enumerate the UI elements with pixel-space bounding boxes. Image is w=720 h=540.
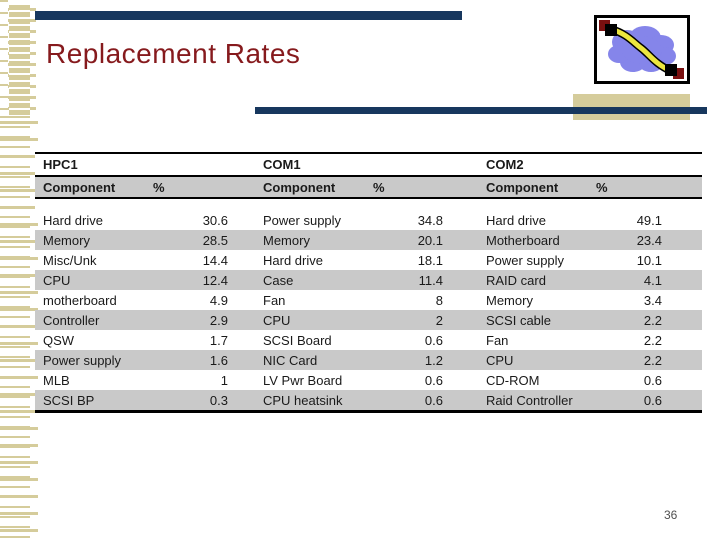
table-row: motherboard 4.9 Fan 8 Memory 3.4	[35, 290, 702, 310]
table-row: MLB 1 LV Pwr Board 0.6 CD-ROM 0.6	[35, 370, 702, 390]
component-cell: CD-ROM	[486, 372, 540, 388]
component-header: Component	[486, 179, 559, 195]
value-cell: 0.6	[424, 392, 443, 408]
component-cell: Memory	[486, 292, 533, 308]
component-cell: Power supply	[486, 252, 565, 268]
cloud-network-icon	[599, 20, 684, 79]
component-cell: CPU heatsink	[263, 392, 343, 408]
value-cell: 0.6	[643, 392, 662, 408]
value-cell: 28.5	[202, 232, 228, 248]
value-cell: 1.7	[209, 332, 228, 348]
table-name-com1: COM1	[263, 157, 301, 172]
value-cell: 2	[435, 312, 443, 328]
table-body-divider	[35, 197, 702, 199]
value-cell: 49.1	[636, 212, 662, 228]
table-row: CPU 12.4 Case 11.4 RAID card 4.1	[35, 270, 702, 290]
component-header: Component	[263, 179, 336, 195]
table-column-headers-row: Component % Component % Component %	[35, 177, 702, 197]
value-cell: 2.2	[643, 332, 662, 348]
table-row: Hard drive 30.6 Power supply 34.8 Hard d…	[35, 210, 702, 230]
table-name-com2: COM2	[486, 157, 524, 172]
value-cell: 1.6	[209, 352, 228, 368]
component-cell: SCSI Board	[263, 332, 332, 348]
component-cell: CPU	[263, 312, 291, 328]
value-cell: 10.1	[636, 252, 662, 268]
table-row: Memory 28.5 Memory 20.1 Motherboard 23.4	[35, 230, 702, 250]
component-cell: Memory	[43, 232, 90, 248]
percent-header: %	[373, 179, 385, 195]
left-stripe-decoration	[0, 0, 38, 540]
component-cell: Hard drive	[486, 212, 546, 228]
table-bottom-border	[35, 410, 702, 413]
value-cell: 0.3	[209, 392, 228, 408]
component-cell: Case	[263, 272, 294, 288]
table-top-border	[35, 152, 702, 154]
value-cell: 2.2	[643, 312, 662, 328]
table-spacer	[35, 199, 702, 210]
value-cell: 4.9	[209, 292, 228, 308]
value-cell: 14.4	[202, 252, 228, 268]
value-cell: 20.1	[417, 232, 443, 248]
value-cell: 34.8	[417, 212, 443, 228]
table-header-divider	[35, 175, 702, 177]
component-cell: MLB	[43, 372, 70, 388]
value-cell: 1.2	[424, 352, 443, 368]
component-cell: RAID card	[486, 272, 546, 288]
page-number: 36	[664, 508, 678, 522]
page-title: Replacement Rates	[46, 38, 301, 69]
value-cell: 2.9	[209, 312, 228, 328]
value-cell: 1	[220, 372, 228, 388]
component-cell: Hard drive	[263, 252, 323, 268]
mid-accent-bar	[255, 107, 707, 114]
table-row: Controller 2.9 CPU 2 SCSI cable 2.2	[35, 310, 702, 330]
component-cell: Hard drive	[43, 212, 103, 228]
component-cell: Controller	[43, 312, 100, 328]
cloud-network-logo-icon	[594, 15, 690, 84]
component-cell: Misc/Unk	[43, 252, 97, 268]
percent-header: %	[153, 179, 165, 195]
percent-header: %	[596, 179, 608, 195]
component-cell: Power supply	[263, 212, 342, 228]
table-row: Power supply 1.6 NIC Card 1.2 CPU 2.2	[35, 350, 702, 370]
component-cell: Memory	[263, 232, 310, 248]
value-cell: 8	[435, 292, 443, 308]
value-cell: 4.1	[643, 272, 662, 288]
component-cell: motherboard	[43, 292, 117, 308]
table-row: Misc/Unk 14.4 Hard drive 18.1 Power supp…	[35, 250, 702, 270]
column-headers-com1: Component %	[263, 180, 443, 195]
table-row: SCSI BP 0.3 CPU heatsink 0.6 Raid Contro…	[35, 390, 702, 410]
table-body: Hard drive 30.6 Power supply 34.8 Hard d…	[35, 210, 702, 410]
value-cell: 0.6	[424, 372, 443, 388]
table-names-row: HPC1 COM1 COM2	[35, 154, 702, 175]
component-cell: Power supply	[43, 352, 122, 368]
component-cell: LV Pwr Board	[263, 372, 343, 388]
value-cell: 3.4	[643, 292, 662, 308]
value-cell: 2.2	[643, 352, 662, 368]
value-cell: 11.4	[418, 272, 443, 288]
component-cell: NIC Card	[263, 352, 318, 368]
column-headers-hpc1: Component %	[35, 180, 228, 195]
component-cell: Fan	[486, 332, 509, 348]
value-cell: 30.6	[202, 212, 228, 228]
value-cell: 18.1	[417, 252, 443, 268]
component-cell: SCSI cable	[486, 312, 552, 328]
replacement-rates-tables: HPC1 COM1 COM2 Component % Component % C…	[35, 152, 702, 413]
component-cell: Fan	[263, 292, 286, 308]
component-cell: Raid Controller	[486, 392, 573, 408]
component-header: Component	[43, 179, 116, 195]
component-cell: Motherboard	[486, 232, 560, 248]
table-name-hpc1: HPC1	[43, 157, 78, 172]
component-cell: QSW	[43, 332, 75, 348]
component-cell: SCSI BP	[43, 392, 95, 408]
component-cell: CPU	[43, 272, 71, 288]
table-row: QSW 1.7 SCSI Board 0.6 Fan 2.2	[35, 330, 702, 350]
value-cell: 0.6	[424, 332, 443, 348]
top-accent-bar	[35, 11, 462, 20]
value-cell: 12.4	[202, 272, 228, 288]
column-headers-com2: Component %	[486, 180, 662, 195]
value-cell: 23.4	[636, 232, 662, 248]
value-cell: 0.6	[643, 372, 662, 388]
component-cell: CPU	[486, 352, 514, 368]
